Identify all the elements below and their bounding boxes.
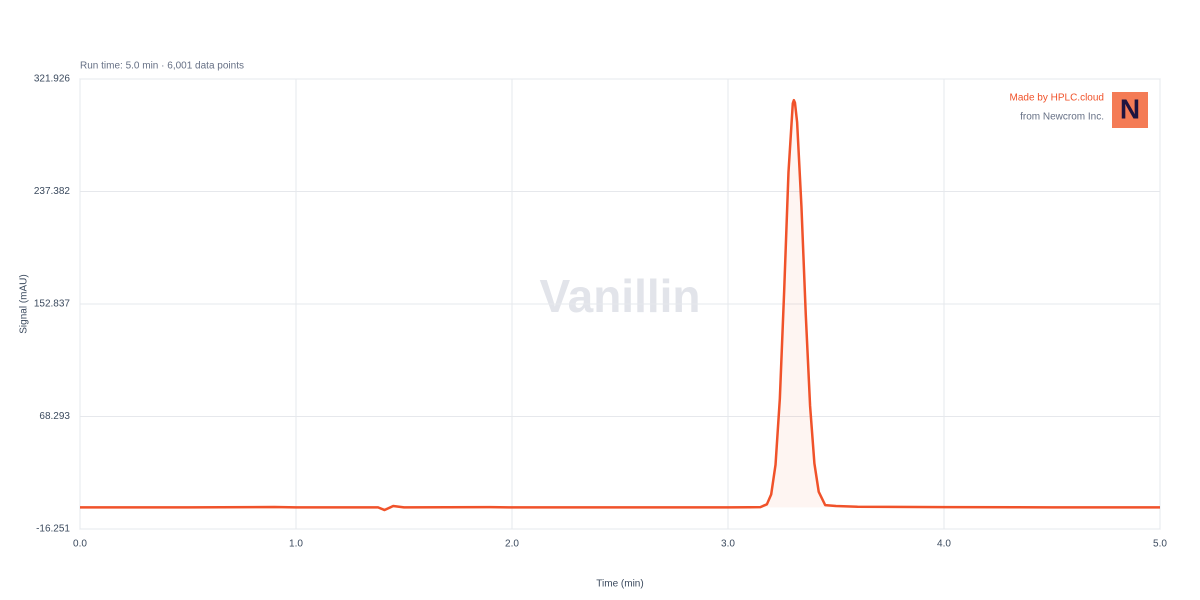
y-tick-label: -16.251	[36, 524, 70, 535]
brand-line: Made by HPLC.cloud	[1010, 93, 1105, 104]
y-tick-label: 237.382	[34, 186, 71, 197]
y-axis-label: Signal (mAU)	[19, 274, 30, 333]
x-tick-label: 3.0	[721, 539, 735, 550]
y-tick-label: 321.926	[34, 74, 71, 85]
x-tick-label: 2.0	[505, 539, 519, 550]
x-axis-label: Time (min)	[596, 579, 643, 590]
logo: N	[1120, 93, 1140, 124]
x-tick-label: 4.0	[937, 539, 951, 550]
x-tick-label: 0.0	[73, 539, 87, 550]
logo-box	[1112, 92, 1148, 128]
y-tick-label: 152.837	[34, 299, 71, 310]
subtitle: Run time: 5.0 min · 6,001 data points	[80, 61, 244, 72]
line	[80, 98, 1160, 512]
x-tick-label: 1.0	[289, 539, 303, 550]
y-tick-label: 68.293	[39, 411, 70, 422]
chart-title: Vanillin	[539, 270, 700, 322]
brand-line: from Newcrom Inc.	[1020, 112, 1104, 123]
x-tick-label: 5.0	[1153, 539, 1167, 550]
